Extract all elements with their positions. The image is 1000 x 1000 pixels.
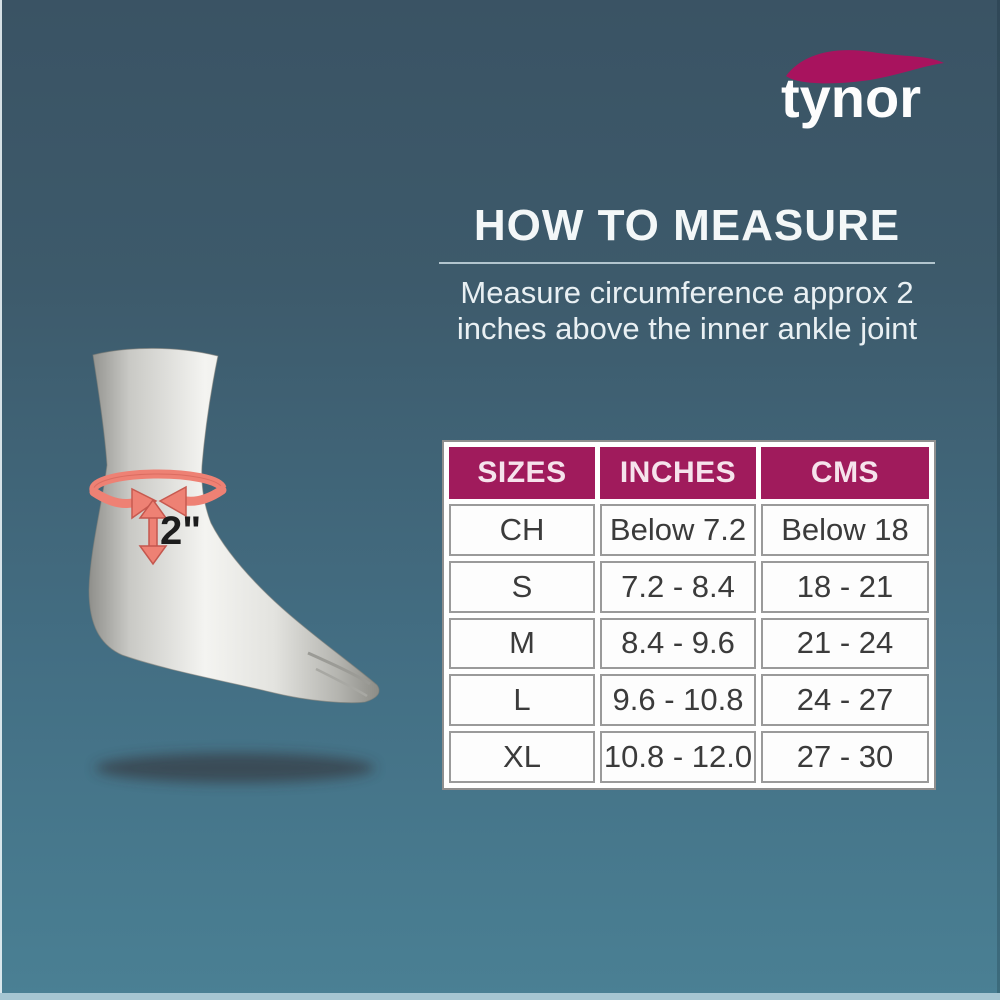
table-row: S 7.2 - 8.4 18 - 21 (449, 560, 929, 613)
tynor-logo: tynor (779, 42, 949, 138)
inches-cell: 8.4 - 9.6 (600, 617, 756, 670)
column-header-inches: INCHES (600, 447, 756, 499)
how-to-measure-section: HOW TO MEASURE Measure circumference app… (437, 203, 937, 347)
vertical-arrow-icon (138, 498, 168, 566)
left-edge-divider (0, 0, 2, 1000)
logo-text: tynor (781, 66, 921, 129)
size-table: SIZES INCHES CMS CH Below 7.2 Below 18 S 7.2 -… (442, 440, 936, 790)
measurement-label: 2" (160, 509, 201, 553)
foot-shape (88, 347, 380, 704)
table-row: L 9.6 - 10.8 24 - 27 (449, 674, 929, 727)
table-row: CH Below 7.2 Below 18 (449, 504, 929, 556)
measurement-band-icon (89, 469, 227, 520)
size-cell: S (449, 560, 595, 613)
size-table-head-row: SIZES INCHES CMS (449, 447, 929, 499)
foot-graphic-svg: 2" (88, 347, 380, 783)
toe-crease-line (315, 667, 368, 698)
size-cell: M (449, 617, 595, 670)
size-cell: XL (449, 731, 595, 783)
bottom-edge-strip (0, 993, 1000, 1000)
instruction-line-2: inches above the inner ankle joint (456, 311, 918, 346)
size-table-header: SIZES INCHES CMS (449, 447, 929, 499)
inches-cell: 7.2 - 8.4 (600, 560, 756, 613)
foot-shadow (95, 753, 375, 783)
table-row: XL 10.8 - 12.0 27 - 30 (449, 731, 929, 783)
cms-cell: Below 18 (761, 504, 929, 556)
logo-swoosh-icon (786, 50, 944, 84)
instruction-line-1: Measure circumference approx 2 (460, 275, 914, 310)
inches-cell: Below 7.2 (600, 504, 756, 556)
measure-instructions: Measure circumference approx 2 inches ab… (437, 275, 937, 347)
column-header-sizes: SIZES (449, 447, 595, 499)
title-divider (439, 262, 935, 264)
table-row: M 8.4 - 9.6 21 - 24 (449, 617, 929, 670)
toe-crease-line (307, 651, 371, 686)
column-header-cms: CMS (761, 447, 929, 499)
size-cell: L (449, 674, 595, 727)
cms-cell: 21 - 24 (761, 617, 929, 670)
size-table-body: CH Below 7.2 Below 18 S 7.2 - 8.4 18 - 21 M 8.4… (449, 504, 929, 783)
cms-cell: 27 - 30 (761, 731, 929, 783)
cms-cell: 24 - 27 (761, 674, 929, 727)
right-edge-divider (997, 0, 1000, 1000)
inches-cell: 10.8 - 12.0 (600, 731, 756, 783)
section-title: HOW TO MEASURE (473, 201, 901, 250)
inches-cell: 9.6 - 10.8 (600, 674, 756, 727)
cms-cell: 18 - 21 (761, 560, 929, 613)
foot-illustration: 2" (60, 340, 410, 800)
size-cell: CH (449, 504, 595, 556)
